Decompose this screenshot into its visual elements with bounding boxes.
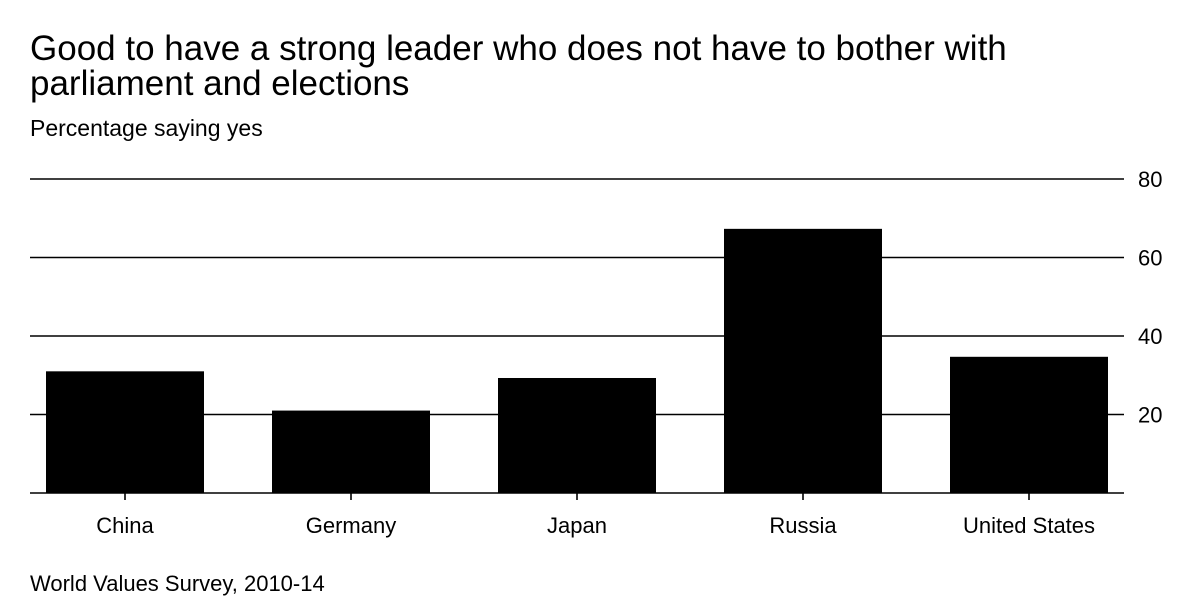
x-tick-label-germany: Germany (306, 513, 396, 538)
bar-russia (724, 228, 882, 493)
y-tick-label-80: 80 (1138, 167, 1162, 192)
source-note: World Values Survey, 2010-14 (30, 571, 325, 596)
x-tick-label-china: China (96, 513, 154, 538)
bar-japan (498, 377, 656, 493)
y-tick-label-60: 60 (1138, 246, 1162, 271)
chart-subtitle: Percentage saying yes (30, 115, 263, 141)
chart-title: Good to have a strong leader who does no… (30, 29, 1007, 103)
bar-united-states (950, 356, 1108, 493)
x-axis (30, 492, 1124, 500)
bar-germany (272, 410, 430, 493)
bars (46, 228, 1108, 493)
bar-china (46, 371, 204, 493)
x-axis-tick-labels: China Germany Japan Russia United States (96, 513, 1095, 538)
x-tick-label-united-states: United States (963, 513, 1095, 538)
gridlines (30, 178, 1124, 416)
y-axis-tick-labels: 20 40 60 80 (1138, 167, 1162, 428)
x-tick-label-japan: Japan (547, 513, 607, 538)
x-tick-label-russia: Russia (769, 513, 837, 538)
y-tick-label-40: 40 (1138, 324, 1162, 349)
y-tick-label-20: 20 (1138, 403, 1162, 428)
